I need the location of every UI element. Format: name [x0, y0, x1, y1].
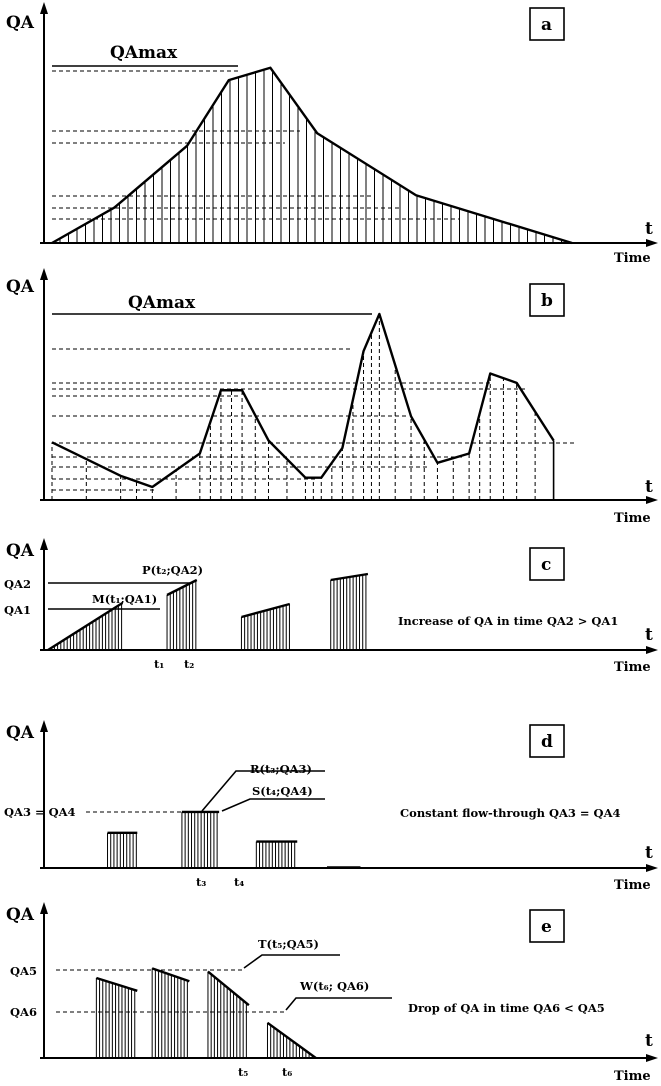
panel-c: QA t Time c QA2 QA1 P(t₂;QA2) M(t₁;QA1) … — [4, 538, 658, 675]
panel-e-x-arrow — [646, 1054, 658, 1062]
panel-b-x-arrow — [646, 496, 658, 504]
panel-e-y-label: QA — [6, 905, 35, 925]
panel-d-time-t4: t₄ — [234, 875, 244, 889]
panel-b-flow-curve — [51, 312, 555, 489]
panel-c-time-t1: t₁ — [154, 657, 164, 671]
panel-e-time-t5: t₅ — [238, 1065, 248, 1079]
panel-d-point-s: S(t₄;QA4) — [252, 784, 313, 798]
panel-b-dash-lines — [52, 348, 575, 491]
panel-b-max-label: QAmax — [128, 293, 196, 313]
panel-c-time-t2: t₂ — [184, 657, 194, 671]
panel-d-y-label: QA — [6, 723, 35, 743]
panel-c-letter: c — [541, 555, 551, 575]
segment-top — [266, 1021, 317, 1059]
segment-top — [151, 967, 190, 983]
panel-d-letter: d — [541, 732, 553, 752]
panel-d-point-r: R(t₃;QA3) — [250, 762, 312, 776]
panel-c-tick-qa1: QA1 — [4, 603, 31, 617]
panel-d: QA t Time d QA3 = QA4 R(t₃;QA3) S(t₄;QA4… — [4, 720, 658, 893]
panel-e-point-t: T(t₅;QA5) — [258, 937, 319, 951]
panel-b-y-label: QA — [6, 277, 35, 297]
panel-c-note: Increase of QA in time QA2 > QA1 — [398, 614, 618, 628]
panel-e: QA t Time e QA5 QA6 T(t₅;QA5) W(t₆; QA6)… — [6, 902, 658, 1084]
panel-d-time-label: Time — [614, 878, 651, 893]
panel-b-letter-box — [529, 283, 565, 317]
panel-a-x-arrow — [646, 239, 658, 247]
panel-c-point-m: M(t₁;QA1) — [92, 592, 157, 606]
panel-e-note: Drop of QA in time QA6 < QA5 — [408, 1001, 605, 1015]
panel-a-letter-box — [529, 7, 565, 41]
panel-a-letter: a — [541, 15, 552, 35]
panel-a-time-label: Time — [614, 251, 651, 266]
panel-c-x-arrow — [646, 646, 658, 654]
panel-d-x-arrow — [646, 864, 658, 872]
panel-c-point-p: P(t₂;QA2) — [142, 563, 203, 577]
panel-b-letter: b — [541, 291, 553, 311]
panel-e-tick-qa6: QA6 — [10, 1005, 37, 1019]
panel-c-time-label: Time — [614, 660, 651, 675]
panel-d-note: Constant flow-through QA3 = QA4 — [400, 806, 621, 820]
panel-b-time-label: Time — [614, 511, 651, 526]
panel-e-letter: e — [541, 917, 552, 937]
panel-e-point-w: W(t₆; QA6) — [299, 979, 369, 993]
panel-d-hatched-segments — [107, 810, 361, 868]
segment-top — [241, 602, 291, 619]
panel-a-y-label: QA — [6, 13, 35, 33]
segment-top — [47, 601, 124, 652]
panel-a-max-label: QAmax — [110, 43, 178, 63]
panel-e-letter-box — [529, 909, 565, 943]
panel-b-t-label: t — [645, 477, 653, 497]
panel-c-letter-box — [529, 547, 565, 581]
panel-c-hatched-segments — [47, 572, 369, 652]
panel-a-t-label: t — [645, 219, 653, 239]
panel-b: QA t Time b QAmax — [6, 268, 658, 526]
panel-d-letter-box — [529, 724, 565, 758]
panel-c-y-label: QA — [6, 541, 35, 561]
panel-e-time-label: Time — [614, 1069, 651, 1084]
panel-d-t-label: t — [645, 843, 653, 863]
panel-e-time-t6: t₆ — [282, 1065, 292, 1079]
panel-c-t-label: t — [645, 625, 653, 645]
panel-e-tick-qa5: QA5 — [10, 964, 37, 978]
panel-e-leader-t — [243, 954, 340, 969]
panel-d-leader-s — [221, 798, 325, 812]
panel-d-time-t3: t₃ — [196, 875, 206, 889]
panel-a: QA t Time a QAmax — [6, 2, 658, 266]
panel-b-vertical-drop-lines — [51, 314, 555, 500]
panel-e-t-label: t — [645, 1031, 653, 1051]
panel-a-hatching — [59, 69, 562, 243]
panel-a-flow-curve — [51, 66, 573, 245]
segment-top — [166, 578, 198, 597]
panel-d-leader-r — [201, 770, 325, 812]
panel-e-leader-w — [285, 997, 392, 1011]
panel-d-tick-qa3-qa4: QA3 = QA4 — [4, 805, 76, 819]
panel-e-hatched-segments — [95, 967, 317, 1059]
panel-c-tick-qa2: QA2 — [4, 577, 31, 591]
